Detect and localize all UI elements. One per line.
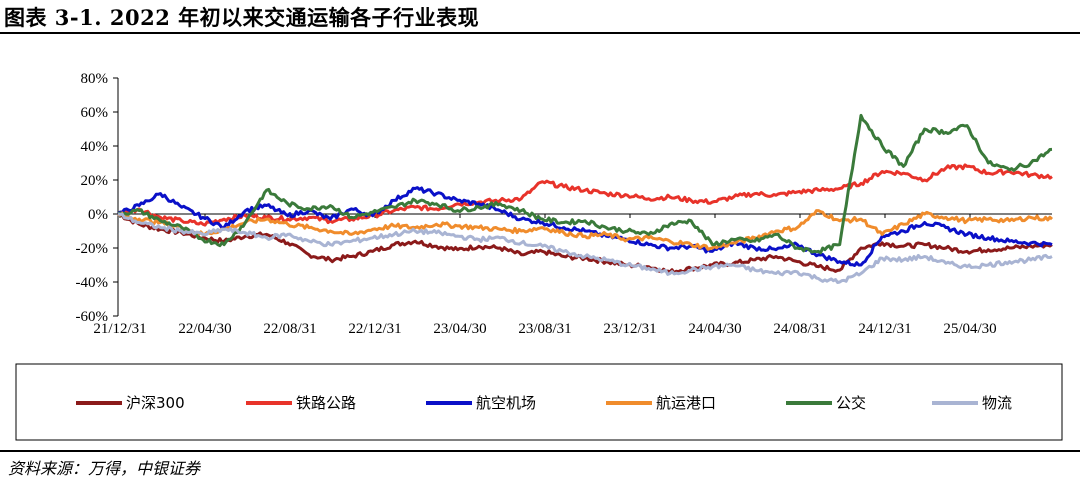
x-tick-label: 22/12/31 (348, 321, 401, 337)
x-tick-label: 21/12/31 (93, 321, 146, 337)
legend-label-5: 物流 (982, 394, 1012, 412)
y-tick-label: 60% (81, 105, 109, 121)
legend-label-0: 沪深300 (126, 394, 185, 412)
y-tick-label: -60% (76, 309, 109, 325)
chart-title: 图表 3-1. 2022 年初以来交通运输各子行业表现 (4, 5, 480, 30)
legend (15, 363, 1063, 441)
y-tick-label: 0% (88, 207, 108, 223)
x-tick-label: 24/04/30 (688, 321, 741, 337)
x-tick-label: 23/04/30 (433, 321, 486, 337)
legend-label-3: 航运港口 (656, 394, 716, 412)
line-chart: 80% 60% 40% 20% 0% -20% -40% -60%21/12/31 22/04/… (15, 71, 1063, 441)
series-line-2 (116, 186, 1053, 267)
y-tick-label: 80% (81, 71, 109, 87)
x-tick-label: 24/12/31 (858, 321, 911, 337)
legend-label-1: 铁路公路 (296, 394, 356, 412)
x-tick-label: 23/08/31 (518, 321, 571, 337)
y-tick-label: 40% (81, 139, 109, 155)
x-tick-label: 22/08/31 (263, 321, 316, 337)
footer-divider (0, 450, 1080, 452)
source-note: 资料来源：万得，中银证券 (8, 459, 201, 478)
series-line-5 (117, 212, 1053, 284)
series-line-3 (117, 209, 1054, 251)
series-line-4 (117, 113, 1053, 255)
x-tick-label: 25/04/30 (943, 321, 996, 337)
series-line-1 (117, 163, 1053, 227)
y-tick-label: -40% (76, 275, 109, 291)
y-tick-label: 20% (81, 173, 109, 189)
title-divider (0, 32, 1080, 34)
x-tick-label: 23/12/31 (603, 321, 656, 337)
legend-label-2: 航空机场 (476, 394, 536, 412)
x-tick-label: 22/04/30 (178, 321, 231, 337)
x-tick-label: 24/08/31 (773, 321, 826, 337)
legend-label-4: 公交 (836, 394, 866, 412)
y-tick-label: -20% (76, 241, 109, 257)
